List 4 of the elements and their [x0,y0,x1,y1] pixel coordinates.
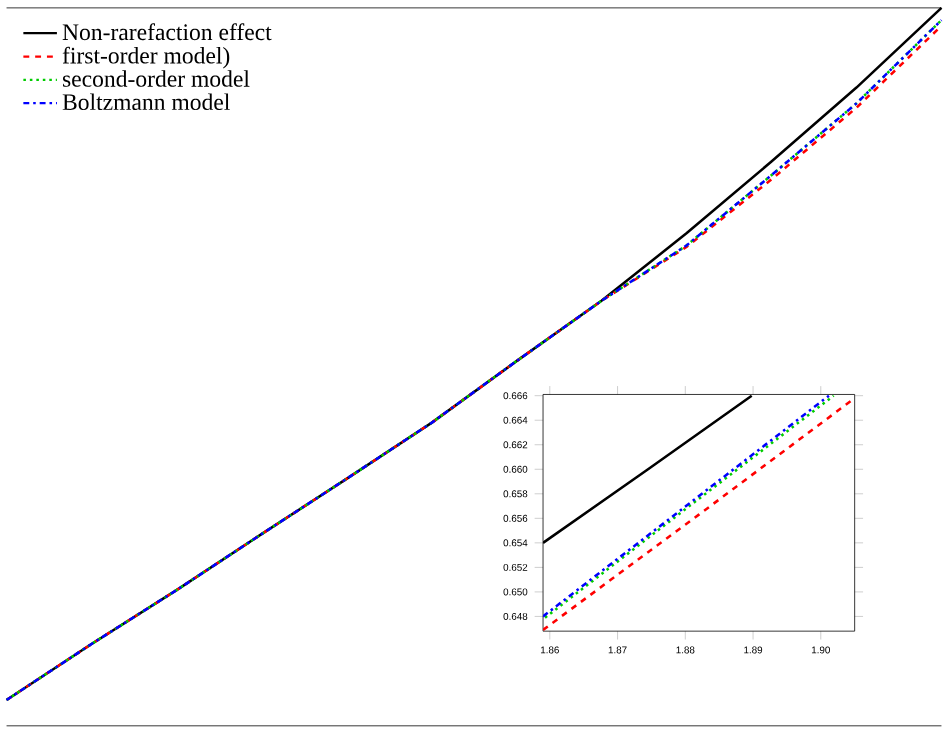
legend-label: Boltzmann model [62,93,230,111]
legend-label: second-order model [62,70,250,88]
legend-label: first-order model) [62,47,230,69]
legend-label: Non-rarefaction effect [62,23,272,41]
